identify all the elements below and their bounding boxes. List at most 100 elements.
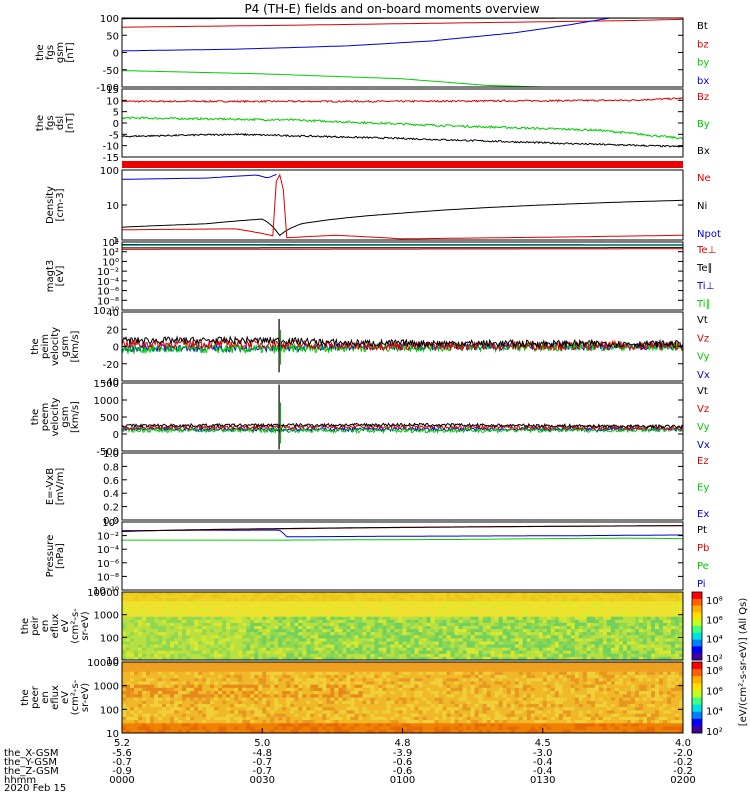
heatmap-cell bbox=[238, 694, 243, 698]
heatmap-cell bbox=[278, 720, 283, 724]
heatmap-cell bbox=[434, 653, 439, 658]
heatmap-cell bbox=[214, 707, 219, 711]
heatmap-cell bbox=[266, 650, 271, 655]
heatmap-cell bbox=[174, 632, 179, 636]
heatmap-cell bbox=[382, 700, 387, 705]
heatmap-cell bbox=[366, 604, 371, 608]
heatmap-cell bbox=[558, 598, 564, 602]
heatmap-cell bbox=[126, 635, 131, 639]
heatmap-cell bbox=[498, 619, 503, 624]
heatmap-cell bbox=[194, 638, 199, 642]
heatmap-cell bbox=[610, 592, 616, 596]
heatmap-cell bbox=[602, 641, 608, 645]
heatmap-cell bbox=[322, 619, 327, 624]
heatmap-cell bbox=[318, 729, 323, 734]
heatmap-cell bbox=[198, 619, 203, 624]
heatmap-cell bbox=[142, 671, 147, 676]
heatmap-cell bbox=[646, 629, 652, 633]
heatmap-cell bbox=[322, 703, 327, 708]
heatmap-cell bbox=[146, 650, 151, 655]
heatmap-cell bbox=[222, 726, 227, 731]
heatmap-cell bbox=[374, 632, 379, 636]
heatmap-cell bbox=[354, 720, 359, 724]
heatmap-cell bbox=[266, 726, 271, 731]
heatmap-cell bbox=[510, 619, 515, 624]
heatmap-cell bbox=[350, 662, 355, 666]
heatmap-cell bbox=[302, 707, 307, 711]
heatmap-cell bbox=[162, 607, 167, 611]
heatmap-cell bbox=[346, 684, 351, 689]
heatmap-cell bbox=[334, 632, 339, 636]
heatmap-cell bbox=[318, 716, 323, 721]
heatmap-cell bbox=[386, 703, 391, 708]
heatmap-cell bbox=[370, 668, 375, 672]
heatmap-cell bbox=[502, 616, 507, 621]
heatmap-cell bbox=[398, 644, 403, 648]
heatmap-cell bbox=[182, 595, 187, 599]
heatmap-cell bbox=[382, 668, 387, 672]
heatmap-cell bbox=[626, 635, 632, 639]
heatmap-cell bbox=[650, 622, 656, 627]
heatmap-cell bbox=[150, 653, 155, 658]
heatmap-cell bbox=[658, 616, 664, 621]
heatmap-cell bbox=[434, 656, 439, 661]
y-axis-label: the bbox=[35, 44, 46, 60]
heatmap-cell bbox=[250, 691, 255, 695]
heatmap-cell bbox=[338, 622, 343, 627]
heatmap-cell bbox=[286, 610, 291, 614]
heatmap-cell bbox=[198, 601, 203, 605]
heatmap-cell bbox=[598, 632, 604, 636]
heatmap-cell bbox=[366, 668, 371, 672]
heatmap-cell bbox=[222, 626, 227, 630]
heatmap-cell bbox=[598, 653, 604, 658]
heatmap-cell bbox=[534, 604, 540, 608]
heatmap-cell bbox=[514, 638, 520, 642]
heatmap-cell bbox=[454, 641, 459, 645]
heatmap-cell bbox=[146, 592, 151, 596]
heatmap-cell bbox=[442, 641, 447, 645]
heatmap-cell bbox=[274, 647, 279, 652]
heatmap-cell bbox=[658, 592, 664, 596]
y-tick-label: 0 bbox=[113, 343, 119, 354]
heatmap-cell bbox=[454, 616, 459, 621]
heatmap-cell bbox=[570, 638, 576, 642]
heatmap-cell bbox=[322, 601, 327, 605]
heatmap-cell bbox=[294, 601, 299, 605]
heatmap-cell bbox=[414, 710, 419, 714]
heatmap-cell bbox=[254, 729, 259, 734]
heatmap-cell bbox=[274, 622, 279, 627]
heatmap-cell bbox=[350, 720, 355, 724]
heatmap-cell bbox=[258, 592, 263, 596]
y-axis-label: velocity bbox=[50, 397, 61, 436]
heatmap-cell bbox=[198, 635, 203, 639]
heatmap-cell bbox=[194, 713, 199, 718]
heatmap-cell bbox=[314, 716, 319, 721]
heatmap-cell bbox=[470, 610, 475, 614]
heatmap-cell bbox=[610, 604, 616, 608]
heatmap-cell bbox=[654, 604, 660, 608]
heatmap-cell bbox=[246, 638, 251, 642]
heatmap-cell bbox=[150, 647, 155, 652]
heatmap-cell bbox=[150, 619, 155, 624]
heatmap-cell bbox=[406, 697, 411, 702]
heatmap-cell bbox=[130, 684, 135, 689]
heatmap-cell bbox=[290, 662, 295, 666]
heatmap-cell bbox=[306, 598, 311, 602]
heatmap-cell bbox=[578, 604, 584, 608]
heatmap-cell bbox=[418, 684, 423, 689]
heatmap-cell bbox=[142, 601, 147, 605]
heatmap-cell bbox=[598, 629, 604, 633]
heatmap-cell bbox=[254, 595, 259, 599]
heatmap-cell bbox=[274, 694, 279, 698]
heatmap-cell bbox=[474, 626, 479, 630]
heatmap-cell bbox=[350, 700, 355, 705]
heatmap-cell bbox=[458, 635, 463, 639]
heatmap-cell bbox=[126, 638, 131, 642]
heatmap-cell bbox=[438, 598, 443, 602]
heatmap-cell bbox=[306, 653, 311, 658]
heatmap-cell bbox=[370, 613, 375, 618]
heatmap-cell bbox=[298, 613, 303, 618]
heatmap-cell bbox=[534, 607, 540, 611]
